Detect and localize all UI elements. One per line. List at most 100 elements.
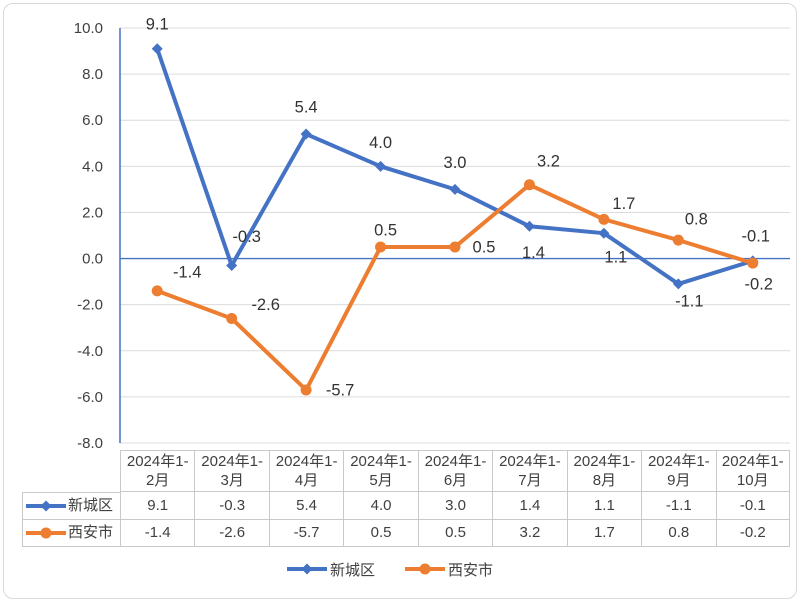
table-value-cell: 1.4 (492, 492, 567, 520)
data-point-label: -1.1 (675, 292, 703, 310)
legend-key-icon (26, 527, 66, 539)
category-label-line1: 2024年1- (647, 453, 710, 470)
table-legend-key: 西安市 (22, 519, 120, 547)
table-header-cell: 2024年1- 7月 (492, 450, 567, 492)
table-value-cell: 0.5 (343, 519, 418, 547)
table-header-cell: 2024年1- 5月 (343, 450, 418, 492)
data-point-marker (523, 220, 535, 232)
y-axis-tick-label: 8.0 (82, 66, 103, 83)
table-series-name: 西安市 (68, 524, 114, 542)
table-value-cell: -1.4 (120, 519, 195, 547)
table-value-cell: 3.0 (417, 492, 493, 520)
data-point-marker (226, 313, 238, 324)
category-label-line2: 10月 (736, 472, 769, 489)
legend-key-icon (26, 500, 66, 512)
legend-item-0: 新城区 (286, 559, 375, 580)
category-label-line1: 2024年1- (126, 453, 189, 470)
data-point-marker (672, 278, 684, 290)
data-table: 2024年1- 2月 2024年1- 3月 2024年1- 4月 2024年1- 5月 2024… (22, 450, 790, 547)
legend-item-1: 西安市 (405, 559, 493, 580)
y-axis-tick-label: 0.0 (82, 251, 103, 268)
data-point-label: -0.3 (232, 228, 260, 246)
legend-item-label: 西安市 (448, 561, 494, 579)
data-point-label: 5.4 (295, 99, 318, 117)
table-header-cell: 2024年1- 2月 (120, 450, 195, 492)
y-axis-tick-label: 10.0 (74, 20, 103, 37)
data-point-marker (375, 241, 387, 253)
data-point-label: 3.0 (444, 154, 467, 172)
table-value-cell: 0.5 (417, 519, 493, 547)
table-value-cell: -0.3 (194, 492, 269, 520)
y-axis-tick-label: 4.0 (82, 158, 103, 175)
table-legend-key: 新城区 (22, 492, 120, 520)
table-value-cell: 1.7 (566, 519, 642, 547)
legend-item-label: 新城区 (329, 561, 375, 579)
category-label-line1: 2024年1- (275, 453, 338, 470)
data-point-marker (747, 257, 759, 269)
data-point-marker (598, 227, 610, 239)
data-point-label: 4.0 (369, 134, 392, 152)
category-label-line2: 2月 (146, 472, 170, 489)
table-value-cell: -0.1 (715, 492, 790, 520)
data-point-label: 0.5 (473, 239, 496, 257)
category-label-line1: 2024年1- (424, 453, 487, 470)
data-point-label: 1.4 (522, 244, 545, 262)
data-point-label: 1.7 (612, 195, 635, 213)
data-point-label: 9.1 (146, 15, 169, 33)
table-value-cell: 9.1 (120, 492, 195, 520)
y-axis-tick-label: 2.0 (82, 204, 103, 221)
y-axis-tick-label: -2.0 (77, 297, 103, 314)
data-point-label: -0.2 (745, 276, 773, 294)
table-header-cell: 2024年1- 6月 (417, 450, 493, 492)
table-value-cell: -2.6 (194, 519, 269, 547)
category-label-line2: 9月 (667, 472, 691, 489)
data-point-marker (151, 43, 163, 55)
category-label-line2: 7月 (518, 472, 542, 489)
data-point-marker (300, 128, 312, 140)
table-header-cell: 2024年1- 3月 (194, 450, 269, 492)
data-point-marker (598, 213, 610, 225)
table-value-cell: -0.2 (715, 519, 790, 547)
legend-key-icon (286, 563, 327, 575)
table-header-cell: 2024年1- 9月 (641, 450, 716, 492)
table-header-cell: 2024年1- 10月 (715, 450, 790, 492)
legend-key-icon (405, 563, 445, 575)
data-point-label: -1.4 (173, 263, 201, 281)
table-value-cell: 0.8 (641, 519, 716, 547)
data-point-marker (449, 183, 461, 195)
category-label-line2: 5月 (369, 472, 393, 489)
category-label-line2: 8月 (592, 472, 617, 489)
table-header-cell: 2024年1- 4月 (268, 450, 344, 492)
category-label-line2: 6月 (443, 472, 468, 489)
category-label-line1: 2024年1- (573, 453, 636, 470)
data-point-marker (375, 160, 387, 172)
category-label-line2: 3月 (220, 472, 244, 489)
data-point-label: 0.5 (374, 222, 397, 240)
chart-legend: 新城区 西安市 (0, 559, 790, 579)
data-point-marker (523, 179, 535, 191)
data-point-marker (226, 259, 238, 271)
table-value-cell: 4.0 (343, 492, 418, 520)
table-header-cell: 2024年1- 8月 (566, 450, 642, 492)
table-value-cell: 3.2 (492, 519, 567, 547)
data-point-label: 3.2 (537, 152, 560, 170)
category-label-line1: 2024年1- (721, 453, 784, 470)
category-label-line1: 2024年1- (201, 453, 264, 470)
table-series-name: 新城区 (68, 497, 114, 515)
y-axis-tick-label: -6.0 (77, 389, 103, 406)
data-point-marker (672, 234, 684, 246)
data-point-marker (449, 241, 461, 253)
data-point-marker (151, 285, 163, 297)
table-value-cell: 1.1 (566, 492, 642, 520)
data-point-marker (300, 384, 312, 396)
data-point-label: -2.6 (251, 296, 279, 314)
series-line-1 (155, 182, 755, 392)
y-axis-tick-label: -4.0 (77, 343, 103, 360)
data-point-label: -0.1 (742, 227, 770, 245)
data-point-label: 0.8 (685, 211, 708, 229)
table-value-cell: -5.7 (268, 519, 344, 547)
y-axis-tick-label: 6.0 (82, 112, 103, 129)
y-axis-tick-label: -8.0 (77, 435, 103, 452)
category-label-line2: 4月 (294, 472, 319, 489)
